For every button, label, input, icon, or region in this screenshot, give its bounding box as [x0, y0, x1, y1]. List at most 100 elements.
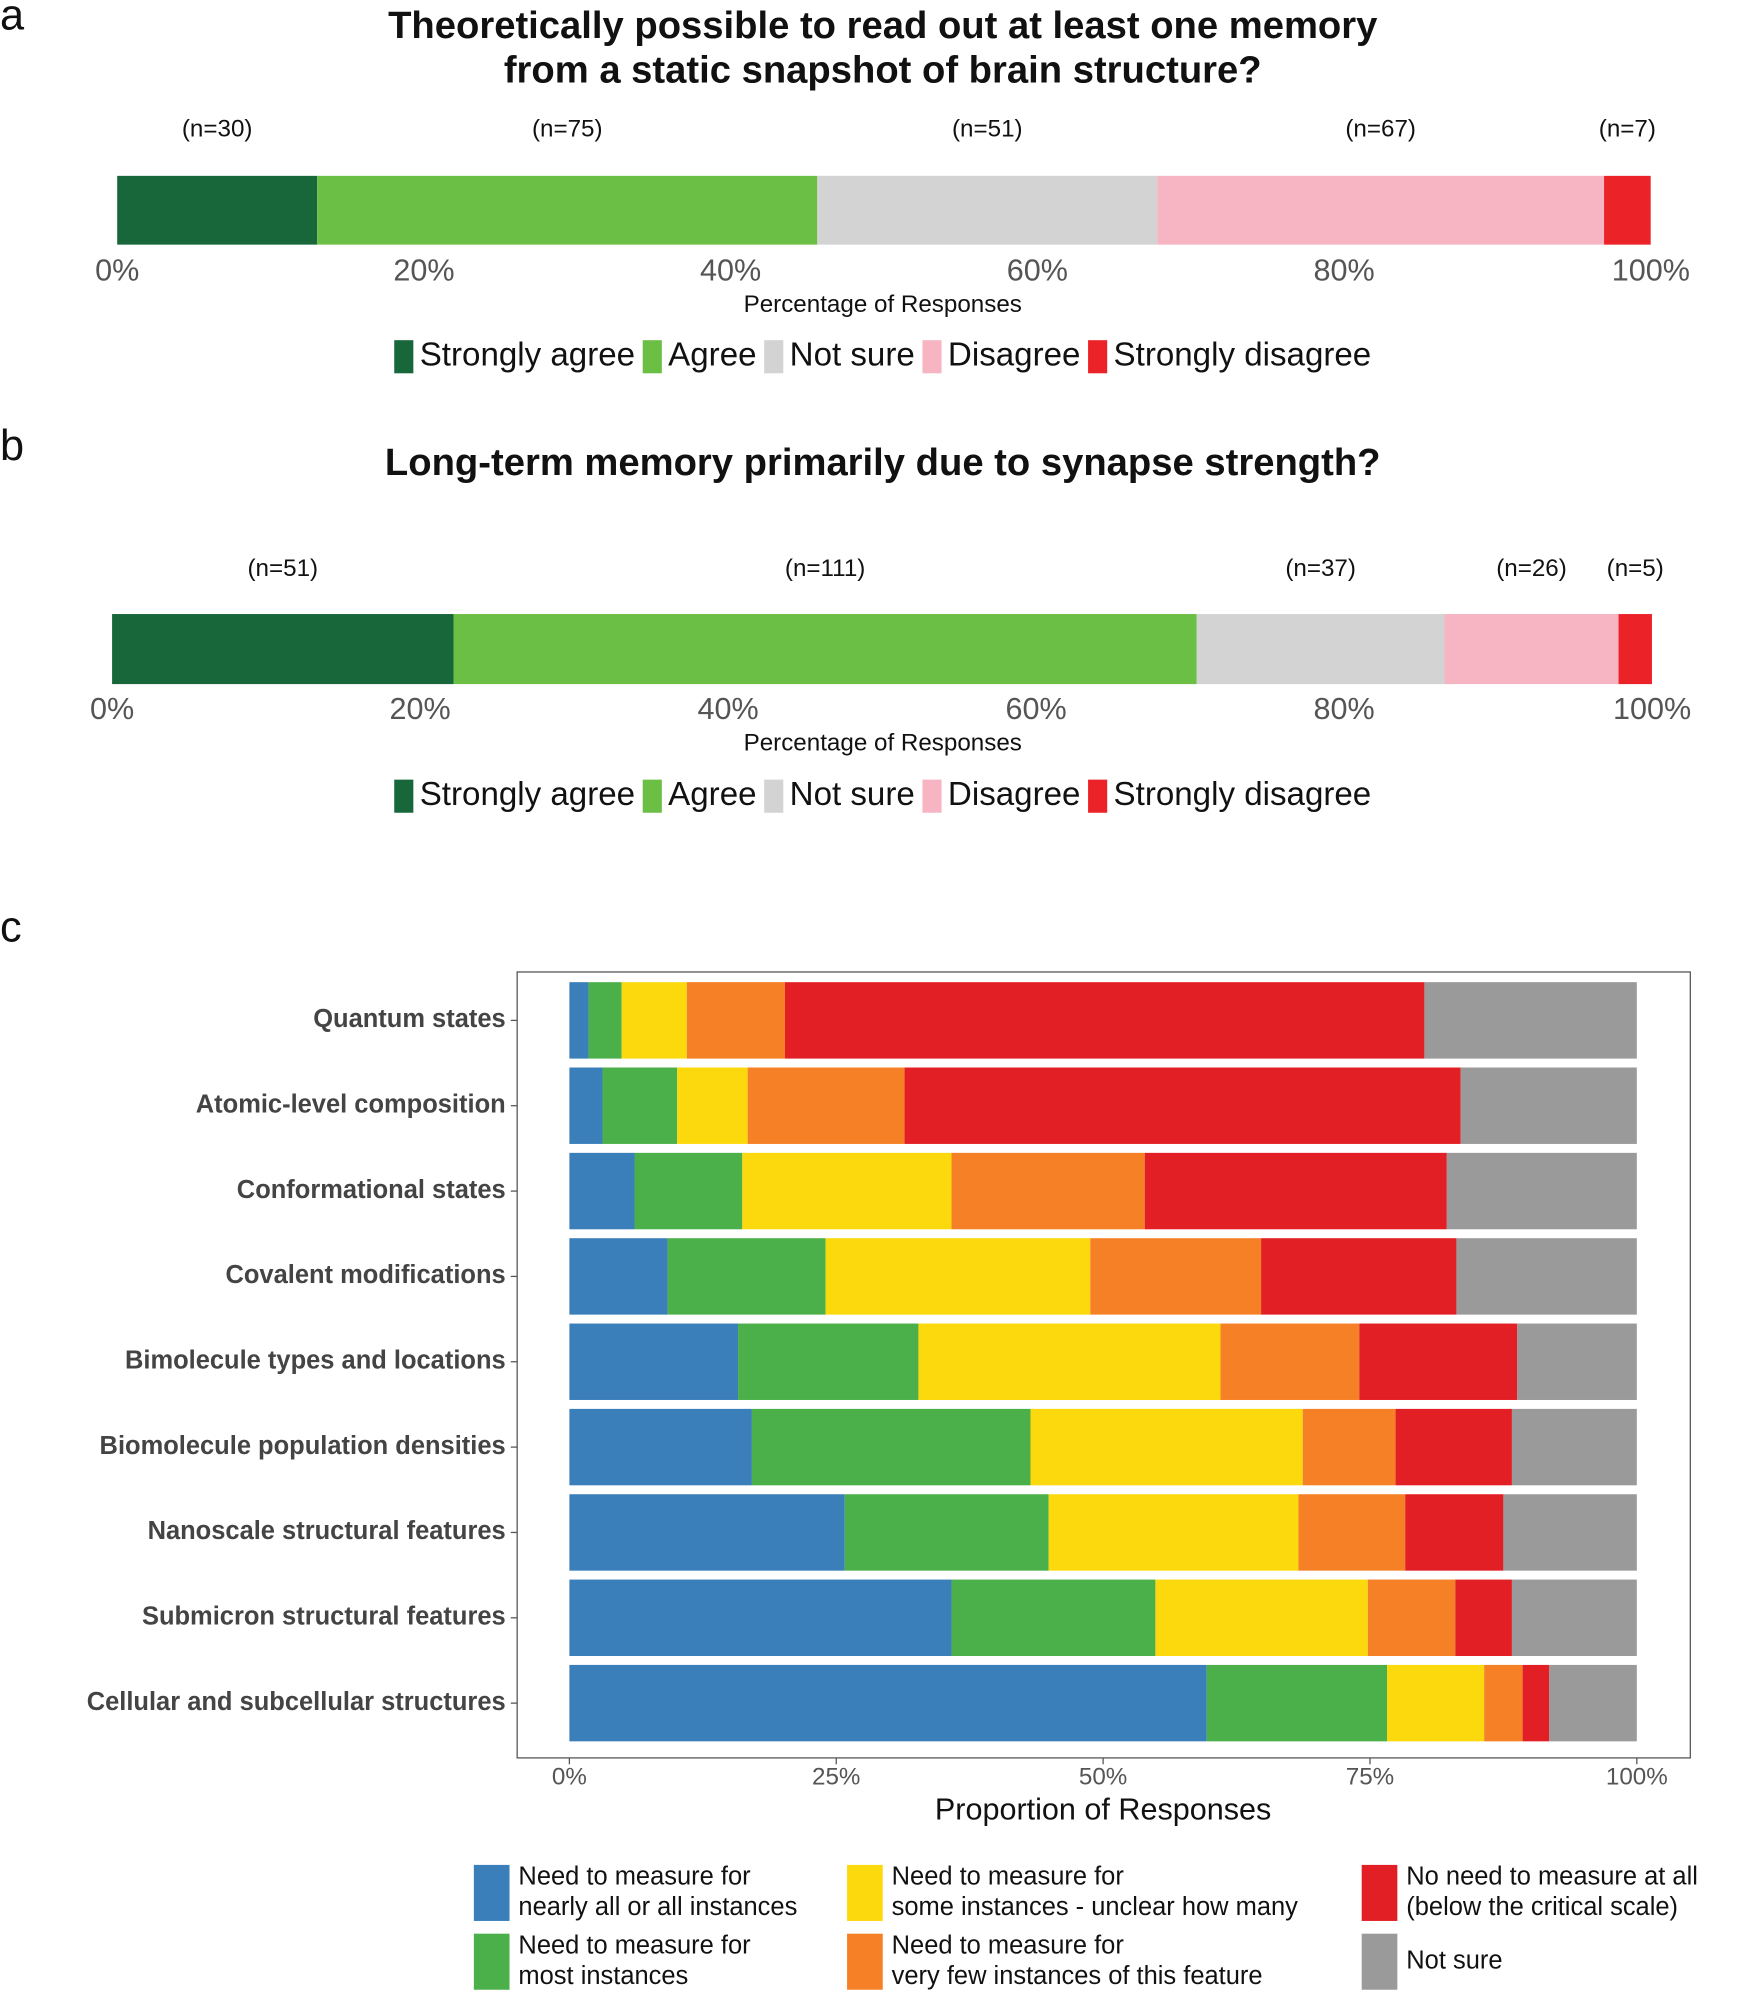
legend-label: Strongly disagree: [1114, 336, 1372, 373]
count-label: (n=75): [532, 115, 603, 142]
bar-segment: [1484, 1664, 1523, 1742]
bar-segment: [569, 982, 589, 1059]
count-label: (n=37): [1285, 555, 1356, 582]
legend-label: Need to measure for nearly all or all ins…: [518, 1862, 797, 1921]
bar-segment: [317, 175, 818, 245]
count-label: (n=30): [182, 115, 253, 142]
legend-label: Agree: [668, 776, 756, 813]
panel-label: c: [0, 903, 22, 951]
bar-segment: [918, 1323, 1221, 1400]
bar-segment: [1405, 1494, 1504, 1571]
x-axis-title: Percentage of Responses: [744, 291, 1022, 318]
bar-segment: [1367, 1579, 1456, 1657]
bar-segment: [1144, 1152, 1447, 1230]
bar-segment: [738, 1323, 919, 1400]
legend-label: Not sure: [790, 776, 915, 813]
category-label: Cellular and subcellular structures: [87, 1688, 506, 1716]
legend: Strongly agree Agree Not sure Disagree Stron…: [394, 776, 1371, 813]
bar-segment: [569, 1579, 952, 1657]
x-tick-label: 60%: [1006, 692, 1067, 726]
legend-swatch: [764, 779, 784, 813]
bar-segment: [112, 614, 454, 685]
bar-segment: [1030, 1408, 1303, 1486]
bar-segment: [1511, 1579, 1637, 1657]
bar-segment: [1446, 1152, 1637, 1230]
bar-segment: [1196, 614, 1445, 685]
legend-label: Strongly agree: [420, 776, 635, 813]
bar-segment: [1155, 1579, 1368, 1657]
legend-swatch: [1088, 779, 1108, 813]
bar-segment: [1522, 1664, 1550, 1742]
bar-segment: [1395, 1408, 1512, 1486]
bar-segment: [1220, 1323, 1360, 1400]
bar-segment: [1456, 1238, 1637, 1315]
legend-swatch: [473, 1933, 510, 1990]
legend-swatch: [922, 340, 942, 374]
bar-segment: [1549, 1664, 1637, 1742]
category-label: Conformational states: [237, 1176, 506, 1204]
bar-segment: [742, 1152, 952, 1230]
bar-segment: [1604, 175, 1651, 245]
bar-segment: [951, 1152, 1145, 1230]
bar-segment: [1206, 1664, 1388, 1742]
chart-title: Long-term memory primarily due to synaps…: [385, 441, 1381, 484]
bar-segment: [1455, 1579, 1512, 1657]
bar-segment: [951, 1579, 1156, 1657]
bar-segment: [1387, 1664, 1485, 1742]
bar-segment: [747, 1067, 905, 1144]
legend-swatch: [642, 779, 662, 813]
bar-segment: [1298, 1494, 1406, 1571]
bar-segment: [904, 1067, 1461, 1144]
bar-segment: [1261, 1238, 1457, 1315]
x-tick-label: 0%: [95, 254, 139, 288]
bar-segment: [1460, 1067, 1637, 1144]
x-tick-label: 0%: [90, 692, 134, 726]
count-label: (n=67): [1345, 115, 1416, 142]
x-tick-label: 20%: [390, 692, 451, 726]
legend-label: Disagree: [948, 336, 1081, 373]
bar-segment: [817, 175, 1158, 245]
bar-segment: [569, 1664, 1207, 1742]
legend-swatch: [1361, 1933, 1398, 1990]
count-label: (n=51): [248, 555, 319, 582]
bar-segment: [1517, 1323, 1637, 1400]
bar-segment: [1424, 982, 1637, 1059]
category-label: Atomic-level composition: [196, 1090, 506, 1118]
legend-label: Disagree: [948, 776, 1081, 813]
legend-label: Need to measure for most instances: [518, 1931, 751, 1990]
bar-segment: [1090, 1238, 1262, 1315]
category-label: Quantum states: [313, 1005, 505, 1033]
x-tick-label: 60%: [1007, 254, 1068, 288]
bar-segment: [1444, 614, 1619, 685]
bar-segment: [677, 1067, 748, 1144]
bar-segment: [602, 1067, 678, 1144]
x-tick-label: 20%: [393, 254, 454, 288]
bar-segment: [569, 1152, 635, 1230]
bar-segment: [569, 1323, 739, 1400]
x-tick-label: 100%: [1606, 1764, 1668, 1791]
x-tick-label: 0%: [552, 1764, 587, 1791]
x-axis-title: Proportion of Responses: [935, 1792, 1271, 1826]
x-tick-label: 100%: [1613, 692, 1691, 726]
x-tick-label: 50%: [1079, 1764, 1127, 1791]
category-label: Biomolecule population densities: [100, 1432, 506, 1460]
legend-swatch: [764, 340, 784, 374]
category-label: Submicron structural features: [142, 1603, 506, 1631]
count-label: (n=7): [1599, 115, 1656, 142]
legend-label: Need to measure for some instances - uncl…: [892, 1862, 1299, 1921]
legend-swatch: [847, 1933, 883, 1990]
bar-segment: [1302, 1408, 1396, 1486]
count-label: (n=111): [785, 555, 865, 582]
bar-segment: [569, 1494, 845, 1571]
bar-segment: [1618, 614, 1652, 685]
bar-segment: [569, 1238, 668, 1315]
bar-segment: [751, 1408, 1031, 1486]
bar-segment: [1157, 175, 1605, 245]
count-label: (n=5): [1607, 555, 1664, 582]
bar-segment: [825, 1238, 1091, 1315]
bar-segment: [453, 614, 1197, 685]
legend-swatch: [1361, 1864, 1398, 1921]
panel-label: a: [0, 0, 25, 39]
bar-segment: [1503, 1494, 1637, 1571]
category-label: Bimolecule types and locations: [125, 1346, 506, 1374]
